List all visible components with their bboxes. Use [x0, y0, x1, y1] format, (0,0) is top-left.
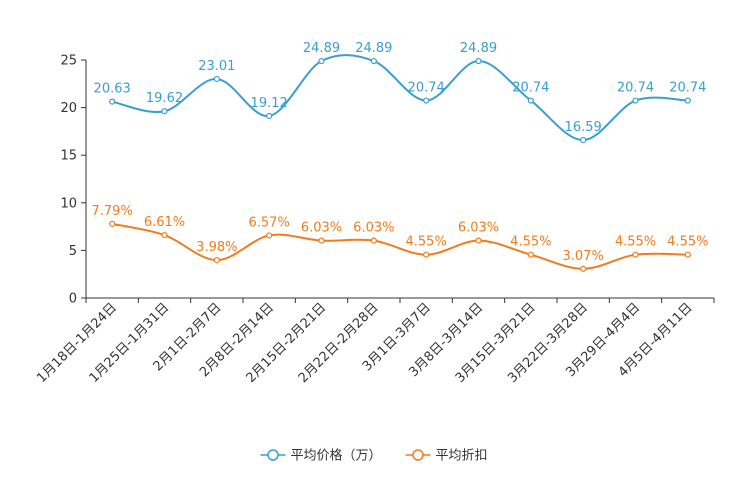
data-points: [109, 57, 691, 272]
data-label: 7.79%: [92, 204, 133, 219]
data-point[interactable]: [161, 108, 168, 115]
data-label: 19.62: [146, 91, 183, 106]
data-point[interactable]: [266, 232, 273, 239]
data-label: 19.12: [251, 96, 288, 111]
data-labels: 20.63 19.62 23.01 19.12 24.89 24.89 20.74 24.89…: [92, 41, 709, 264]
data-point[interactable]: [370, 237, 377, 244]
data-point[interactable]: [318, 237, 325, 244]
data-point[interactable]: [475, 237, 482, 244]
data-point[interactable]: [527, 251, 534, 258]
data-label: 6.03%: [458, 221, 499, 236]
data-point[interactable]: [370, 57, 377, 65]
data-point[interactable]: [161, 231, 168, 239]
data-label: 4.55%: [615, 235, 656, 250]
legend[interactable]: 平均价格（万） 平均折扣: [260, 448, 488, 464]
legend-item-2[interactable]: 平均折扣: [405, 449, 488, 464]
data-label: 20.74: [512, 81, 549, 96]
data-point[interactable]: [213, 257, 220, 264]
data-point[interactable]: [632, 251, 639, 258]
legend-swatch-marker: [412, 449, 424, 461]
data-label: 24.89: [460, 41, 497, 56]
legend-swatch-marker: [267, 449, 279, 461]
data-point[interactable]: [632, 97, 639, 104]
data-label: 20.63: [94, 82, 131, 97]
data-label: 24.89: [355, 41, 392, 56]
data-label: 23.01: [198, 59, 235, 74]
series-line-2: [111, 222, 688, 270]
data-label: 6.61%: [144, 215, 185, 230]
data-point[interactable]: [266, 112, 273, 120]
y-tick-label: 0: [69, 292, 77, 307]
data-label: 20.74: [617, 81, 654, 96]
legend-label: 平均价格（万）: [291, 448, 382, 464]
data-point[interactable]: [580, 136, 587, 144]
data-label: 4.55%: [510, 235, 551, 250]
data-point[interactable]: [580, 265, 587, 272]
data-point[interactable]: [109, 220, 116, 227]
data-label: 16.59: [565, 120, 602, 135]
data-label: 6.57%: [249, 215, 290, 230]
data-point[interactable]: [213, 75, 220, 83]
y-tick-label: 25: [60, 54, 77, 69]
data-label: 24.89: [303, 41, 340, 56]
data-label: 20.74: [408, 81, 445, 96]
data-label: 6.03%: [301, 221, 342, 236]
y-tick-label: 10: [60, 196, 77, 211]
data-point[interactable]: [109, 98, 116, 105]
data-label: 3.98%: [196, 240, 237, 255]
series-lines: [111, 54, 688, 270]
data-label: 3.07%: [563, 249, 604, 264]
legend-label: 平均折扣: [436, 449, 488, 464]
data-point[interactable]: [318, 57, 325, 65]
data-label: 6.03%: [353, 221, 394, 236]
data-point[interactable]: [423, 97, 430, 104]
data-point[interactable]: [684, 97, 691, 104]
y-tick-label: 5: [69, 244, 77, 259]
data-label: 4.55%: [406, 235, 447, 250]
data-point[interactable]: [475, 57, 482, 65]
y-tick-label: 20: [60, 101, 77, 116]
data-point[interactable]: [527, 97, 534, 104]
data-point[interactable]: [684, 251, 691, 258]
data-point[interactable]: [423, 251, 430, 258]
data-label: 4.55%: [667, 235, 708, 250]
data-label: 20.74: [669, 81, 706, 96]
legend-item-1[interactable]: 平均价格（万）: [260, 448, 382, 464]
y-tick-label: 15: [60, 149, 77, 164]
